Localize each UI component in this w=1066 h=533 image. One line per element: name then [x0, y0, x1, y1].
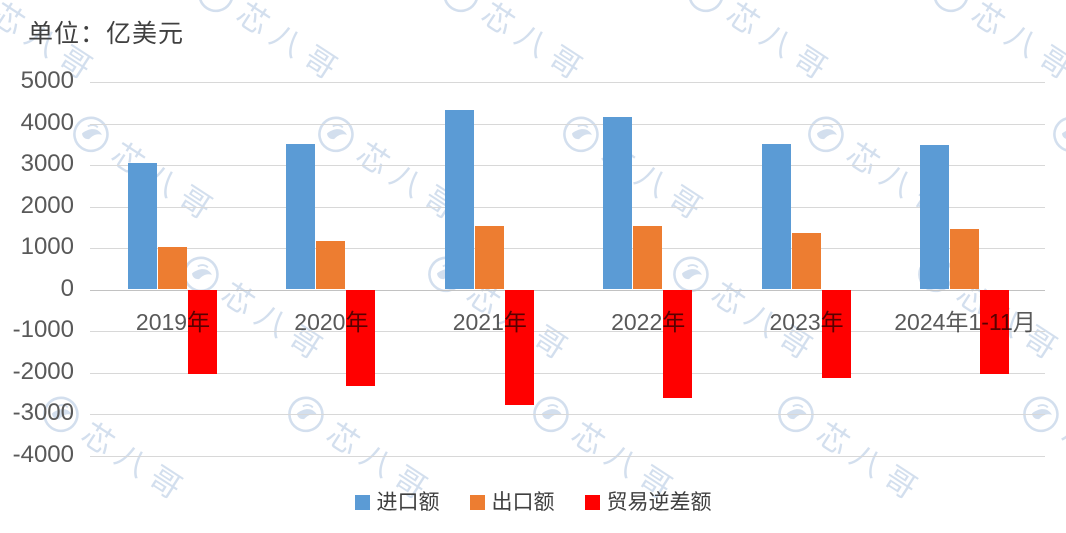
category-label-3: 2022年: [611, 309, 686, 335]
legend-item-exports: 出口额: [469, 491, 555, 514]
brand-logo-icon: [318, 116, 354, 153]
bar-exports-0: [158, 247, 187, 290]
gridline--3000: [90, 414, 1045, 415]
watermark-brand-text: 芯八哥: [965, 0, 1066, 91]
y-tick-label--2000: -2000: [12, 357, 74, 385]
legend-swatch-trade-deficit: [584, 495, 600, 510]
brand-logo-icon: [443, 0, 479, 13]
bar-imports-3: [603, 116, 633, 290]
bar-imports-2: [444, 109, 474, 290]
legend-label-imports: 进口额: [376, 491, 440, 514]
bar-exports-5: [950, 229, 979, 290]
gridline-0: [90, 289, 1045, 291]
brand-logo-icon: [198, 0, 234, 13]
bar-exports-4: [791, 233, 821, 290]
legend-swatch-exports: [469, 495, 485, 510]
legend-item-trade-deficit: 贸易逆差额: [584, 491, 712, 514]
y-tick-label-3000: 3000: [20, 150, 74, 178]
bar-trade-deficit-4: [821, 289, 851, 379]
gridline--2000: [90, 372, 1045, 374]
brand-logo-icon: [808, 116, 844, 153]
watermark-brand-text: 芯八哥: [105, 135, 226, 231]
gridline-5000: [90, 82, 1045, 83]
watermark: 芯八哥: [190, 0, 352, 91]
gridline--4000: [90, 455, 1045, 457]
bar-trade-deficit-5: [980, 289, 1009, 374]
gridline-4000: [90, 123, 1045, 125]
watermark: 芯八哥: [680, 0, 842, 91]
brand-logo-icon: [563, 116, 599, 153]
gridline-3000: [90, 165, 1045, 166]
y-tick-label-5000: 5000: [20, 67, 74, 95]
bar-trade-deficit-1: [346, 289, 376, 387]
watermark-brand-text: 芯八哥: [720, 0, 841, 91]
bar-exports-2: [474, 225, 504, 290]
unit-label: 单位：亿美元: [28, 20, 185, 48]
y-tick-label--4000: -4000: [12, 440, 74, 468]
legend-swatch-imports: [354, 495, 370, 510]
y-tick-label-0: 0: [60, 274, 74, 302]
bar-exports-3: [633, 225, 663, 290]
category-label-5: 2024年1-11月: [894, 309, 1036, 335]
gridline-2000: [90, 206, 1045, 208]
bar-trade-deficit-3: [663, 289, 693, 399]
y-tick-label-4000: 4000: [20, 108, 74, 136]
watermark-brand-text: 芯八哥: [475, 0, 596, 91]
brand-logo-icon: [1053, 116, 1066, 153]
y-tick-label--1000: -1000: [12, 316, 74, 344]
y-tick-label--3000: -3000: [12, 399, 74, 427]
category-label-1: 2020年: [294, 309, 369, 335]
y-tick-label-2000: 2000: [20, 191, 74, 219]
gridline--1000: [90, 331, 1045, 332]
watermark: 芯八哥: [1045, 108, 1066, 231]
legend-item-imports: 进口额: [354, 491, 440, 514]
bar-exports-1: [316, 241, 346, 290]
gridline-1000: [90, 248, 1045, 249]
category-label-4: 2023年: [769, 309, 844, 335]
watermark: 芯八哥: [435, 0, 597, 91]
category-label-2: 2021年: [452, 309, 527, 335]
brand-logo-icon: [933, 0, 969, 13]
category-label-0: 2019年: [135, 309, 211, 335]
watermark: 芯八哥: [555, 108, 717, 231]
bar-imports-5: [920, 144, 949, 290]
legend: 进口额 出口额 贸易逆差额: [0, 492, 1066, 513]
bar-imports-4: [761, 144, 791, 290]
bar-trade-deficit-2: [504, 289, 534, 406]
legend-label-trade-deficit: 贸易逆差额: [606, 491, 712, 514]
legend-label-exports: 出口额: [491, 491, 555, 514]
bar-trade-deficit-0: [188, 289, 217, 375]
watermark: 芯八哥: [925, 0, 1066, 91]
watermark-brand-text: 芯八哥: [230, 0, 351, 91]
bar-imports-1: [286, 144, 316, 290]
brand-logo-icon: [688, 0, 724, 13]
y-tick-label-1000: 1000: [20, 233, 74, 261]
bar-imports-0: [128, 162, 157, 290]
